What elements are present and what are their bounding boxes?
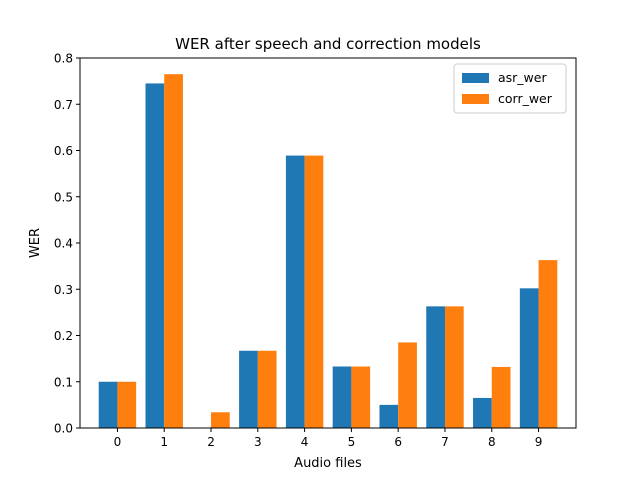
y-tick-label: 0.2 [54,329,73,343]
x-tick-label: 6 [394,435,402,449]
bar-corr_wer-7 [444,306,464,428]
y-tick-label: 0.7 [54,98,73,112]
y-tick-label: 0.0 [54,422,73,436]
x-tick-label: 4 [301,435,309,449]
bar-asr_wer-7 [426,306,445,428]
y-tick-label: 0.1 [54,375,73,389]
bar-corr_wer-8 [491,366,511,428]
x-tick-label: 8 [488,435,496,449]
bar-asr_wer-4 [285,155,305,428]
bar-corr_wer-0 [117,381,137,428]
bar-corr_wer-4 [304,155,324,428]
bar-asr_wer-5 [332,366,352,428]
bar-corr_wer-2 [211,412,230,428]
legend: asr_wer corr_wer [453,63,567,114]
bar-corr_wer-5 [351,366,371,428]
x-tick-label: 3 [254,435,262,449]
legend-swatch-corr_wer [462,94,489,104]
bar-corr_wer-3 [257,350,277,428]
bar-asr_wer-9 [519,288,539,428]
chart-title: WER after speech and correction models [175,35,481,53]
bar-corr_wer-6 [398,342,417,428]
bar-asr_wer-0 [98,381,118,428]
legend-label-asr_wer: asr_wer [498,70,547,85]
x-tick-label: 1 [160,435,168,449]
x-tick-label: 9 [535,435,543,449]
x-axis-ticks: 0 1 2 3 4 5 6 7 8 9 [114,428,543,449]
x-tick-label: 7 [441,435,449,449]
legend-swatch-asr_wer [462,73,489,83]
x-tick-label: 2 [207,435,215,449]
bars-group [98,74,558,428]
bar-asr_wer-3 [239,350,258,428]
y-tick-label: 0.3 [54,283,73,297]
y-tick-label: 0.6 [54,144,73,158]
y-axis-ticks: 0.0 0.1 0.2 0.3 0.4 0.5 0.6 0.7 0.8 [54,52,80,436]
bar-corr_wer-9 [538,260,558,428]
bar-asr_wer-1 [145,83,165,428]
bar-asr_wer-6 [379,404,399,428]
bar-asr_wer-8 [473,397,492,428]
x-tick-label: 5 [348,435,356,449]
y-tick-label: 0.5 [54,190,73,204]
y-tick-label: 0.8 [54,52,73,66]
y-tick-label: 0.4 [54,237,73,251]
y-axis-label: WER [28,228,43,258]
x-tick-label: 0 [114,435,122,449]
x-axis-label: Audio files [294,456,362,471]
bar-corr_wer-1 [164,74,183,428]
legend-label-corr_wer: corr_wer [498,91,553,106]
